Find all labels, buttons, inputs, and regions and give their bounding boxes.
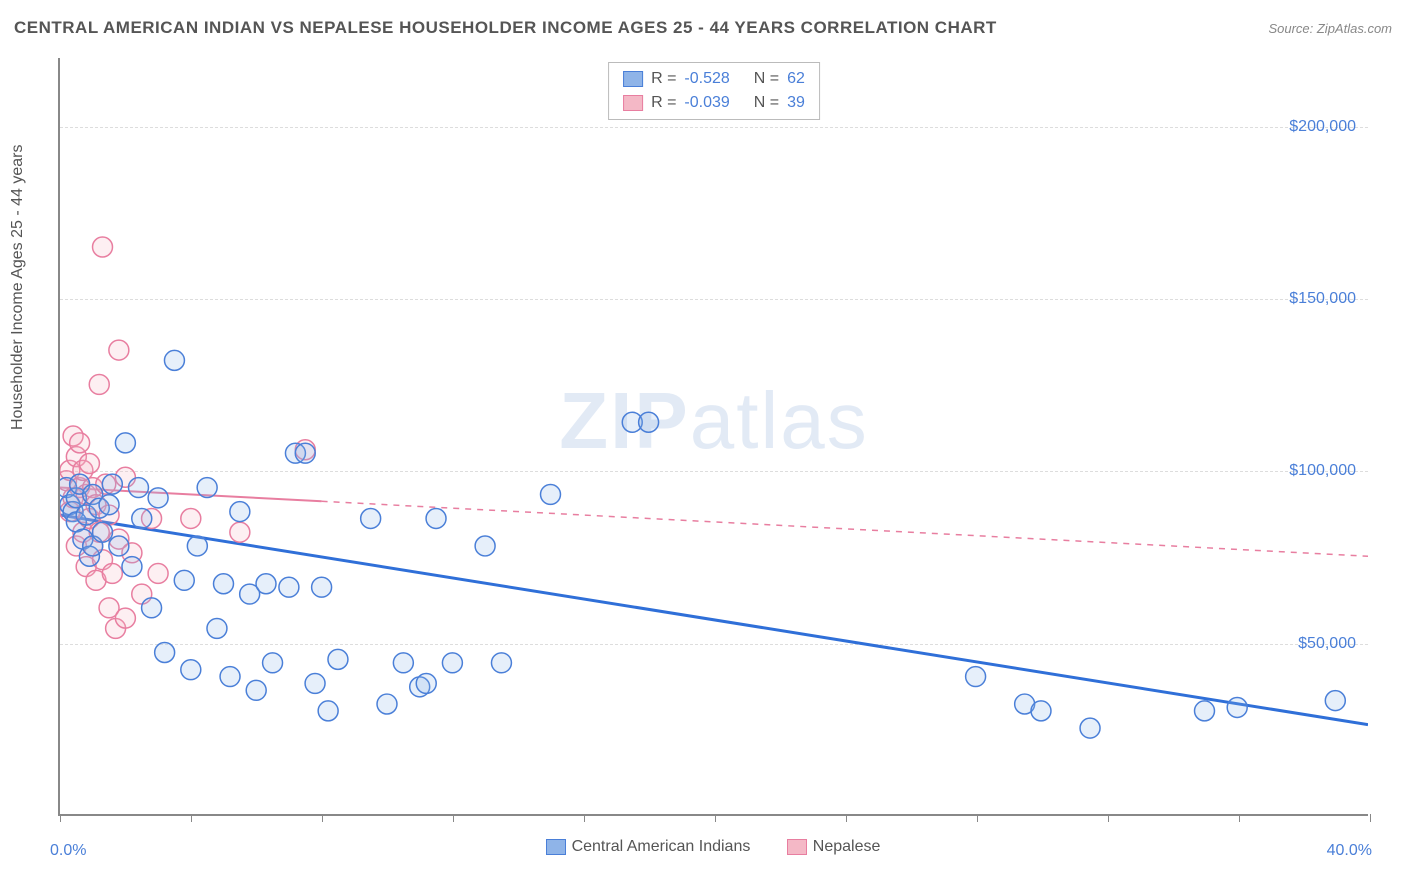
legend-label-blue: Central American Indians [572, 838, 751, 856]
x-tick [1370, 814, 1371, 822]
x-tick [977, 814, 978, 822]
series-legend: Central American Indians Nepalese [58, 838, 1368, 860]
x-tick [715, 814, 716, 822]
x-tick [846, 814, 847, 822]
x-tick [60, 814, 61, 822]
x-tick [1239, 814, 1240, 822]
swatch-blue [623, 71, 643, 87]
r-pink: -0.039 [684, 91, 729, 115]
r-blue: -0.528 [684, 67, 729, 91]
plot-area: ZIPatlas R = -0.528 N = 62 R = -0.039 N … [58, 58, 1368, 816]
swatch-pink [623, 95, 643, 111]
title-bar: CENTRAL AMERICAN INDIAN VS NEPALESE HOUS… [14, 18, 1392, 38]
x-tick [191, 814, 192, 822]
x-tick [453, 814, 454, 822]
legend-row-pink: R = -0.039 N = 39 [623, 91, 805, 115]
swatch-pink-icon [787, 839, 807, 855]
n-pink: 39 [787, 91, 805, 115]
legend-item-pink: Nepalese [787, 838, 881, 856]
source-label: Source: ZipAtlas.com [1268, 21, 1392, 36]
n-blue: 62 [787, 67, 805, 91]
legend-item-blue: Central American Indians [546, 838, 751, 856]
x-tick [1108, 814, 1109, 822]
y-axis-title: Householder Income Ages 25 - 44 years [9, 145, 27, 431]
correlation-legend: R = -0.528 N = 62 R = -0.039 N = 39 [608, 62, 820, 120]
legend-row-blue: R = -0.528 N = 62 [623, 67, 805, 91]
x-tick [584, 814, 585, 822]
x-tick [322, 814, 323, 822]
legend-label-pink: Nepalese [813, 838, 881, 856]
swatch-blue-icon [546, 839, 566, 855]
scatter-svg [60, 58, 1368, 814]
chart-title: CENTRAL AMERICAN INDIAN VS NEPALESE HOUS… [14, 18, 997, 38]
